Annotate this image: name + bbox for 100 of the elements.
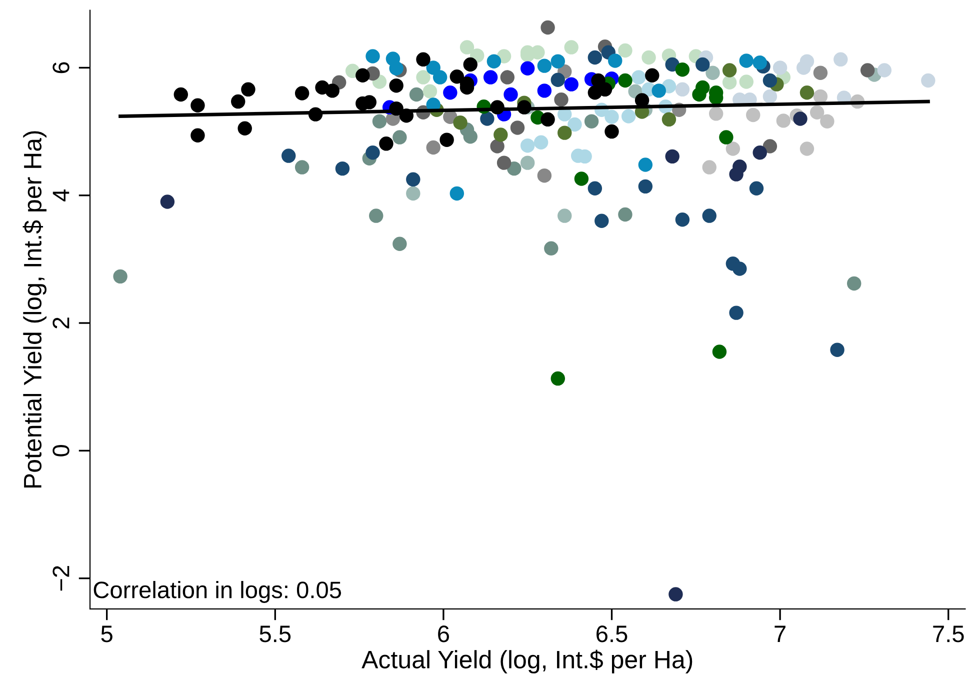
point <box>238 121 252 136</box>
point <box>621 109 636 124</box>
point <box>422 84 438 98</box>
point <box>772 60 788 75</box>
point <box>463 57 478 72</box>
point <box>480 112 494 126</box>
point <box>722 75 737 90</box>
point <box>762 139 778 154</box>
y-tick-label: −2 <box>52 566 70 591</box>
point <box>537 58 552 73</box>
point <box>813 89 828 104</box>
annotation: Correlation in logs: 0.05 <box>94 580 342 603</box>
point <box>450 70 464 84</box>
point <box>558 126 572 140</box>
point <box>604 124 619 139</box>
point <box>356 68 370 82</box>
point <box>618 43 632 58</box>
point <box>440 132 454 147</box>
point <box>574 172 589 186</box>
point <box>834 52 848 67</box>
point <box>810 105 824 120</box>
point <box>490 139 504 154</box>
x-tick-label: 5 <box>101 626 112 642</box>
point <box>696 57 710 72</box>
point <box>776 114 791 128</box>
point <box>722 63 737 78</box>
point <box>820 114 834 128</box>
point <box>366 49 380 64</box>
point <box>537 84 552 98</box>
x-tick-label: 7 <box>774 626 786 642</box>
point <box>486 54 502 68</box>
point <box>564 77 578 92</box>
point <box>389 78 404 93</box>
x-tick-label: 7.5 <box>933 626 964 642</box>
point <box>379 136 394 151</box>
point <box>416 70 430 84</box>
point <box>739 74 754 89</box>
point <box>618 73 632 88</box>
point <box>729 167 744 182</box>
point <box>520 138 535 153</box>
point <box>712 344 727 359</box>
point <box>668 587 683 602</box>
point <box>706 66 720 80</box>
point <box>460 40 474 54</box>
point <box>432 70 448 84</box>
point <box>453 115 468 130</box>
point <box>588 181 602 196</box>
point <box>800 85 814 100</box>
point <box>675 62 690 77</box>
point <box>550 54 566 68</box>
point <box>392 130 407 144</box>
point <box>564 40 578 54</box>
point <box>281 148 296 163</box>
point <box>752 145 767 160</box>
y-tick-label: 2 <box>52 318 70 328</box>
point <box>588 50 602 65</box>
point <box>675 82 690 97</box>
point <box>540 112 555 127</box>
y-axis-title: Potential Yield (log, Int.$ per Ha) <box>22 131 46 488</box>
point <box>494 128 508 142</box>
point <box>739 54 754 68</box>
y-tick-label: 6 <box>52 62 70 74</box>
point <box>632 70 646 84</box>
point <box>604 110 619 124</box>
point <box>406 172 420 187</box>
point <box>762 73 778 88</box>
point <box>584 114 599 128</box>
point <box>594 214 609 228</box>
point <box>645 68 660 82</box>
point <box>366 145 380 160</box>
point <box>746 108 760 122</box>
point <box>702 160 716 174</box>
point <box>450 186 464 201</box>
point <box>160 194 175 209</box>
point <box>554 92 568 107</box>
point <box>520 61 535 76</box>
point <box>800 142 814 156</box>
x-tick-label: 6.5 <box>596 626 628 642</box>
point <box>406 186 420 201</box>
point <box>568 117 582 132</box>
point <box>294 86 310 100</box>
point <box>389 61 404 76</box>
point <box>392 236 407 251</box>
point <box>534 135 548 150</box>
point <box>708 106 724 121</box>
point <box>702 208 716 223</box>
point <box>558 208 572 223</box>
point <box>877 63 892 78</box>
point <box>692 87 706 102</box>
point <box>921 73 936 88</box>
point <box>719 130 734 144</box>
point <box>113 269 128 284</box>
point <box>372 114 387 128</box>
point <box>190 98 205 112</box>
point <box>793 112 808 126</box>
point <box>496 156 512 170</box>
point <box>830 342 844 357</box>
point <box>294 160 310 174</box>
x-tick-label: 5.5 <box>260 626 291 642</box>
x-axis-title: Actual Yield (log, Int.$ per Ha) <box>362 650 692 674</box>
